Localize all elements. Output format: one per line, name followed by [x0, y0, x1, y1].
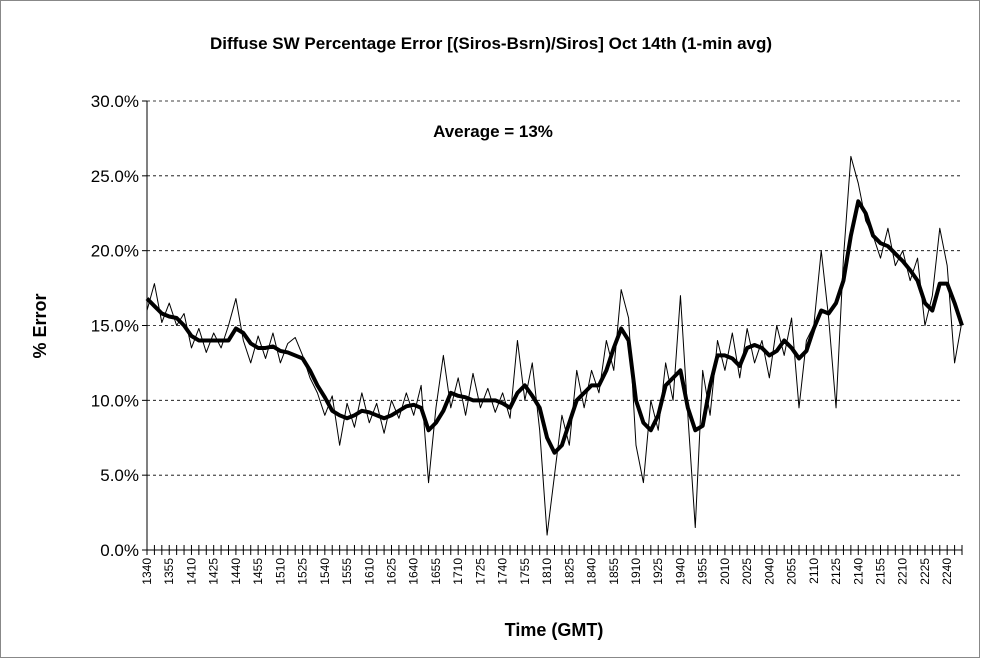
x-tick-label: 1340	[140, 558, 154, 585]
x-tick-label: 1810	[540, 558, 554, 585]
x-tick-label: 1525	[296, 558, 310, 585]
x-tick-label: 1855	[607, 558, 621, 585]
chart-title: Diffuse SW Percentage Error [(Siros-Bsrn…	[210, 34, 772, 53]
x-tick-label: 2055	[785, 558, 799, 585]
x-tick-label: 2140	[851, 558, 865, 585]
x-tick-label: 2210	[896, 558, 910, 585]
series-line	[146, 155, 963, 536]
x-tick-label: 1710	[451, 558, 465, 585]
x-tick-label: 2025	[740, 558, 754, 585]
x-tick-label: 1455	[251, 558, 265, 585]
x-tick-label: 1425	[207, 558, 221, 585]
x-tick-label: 1755	[518, 558, 532, 585]
x-tick-label: 1925	[651, 558, 665, 585]
x-tick-label: 2110	[807, 558, 821, 584]
x-tick-label: 2225	[918, 558, 932, 585]
x-tick-label: 1555	[340, 558, 354, 585]
x-tick-label: 1825	[562, 558, 576, 585]
x-tick-label: 1840	[585, 558, 599, 585]
y-tick-label: 15.0%	[91, 317, 139, 336]
x-tick-label: 1640	[407, 558, 421, 585]
y-tick-label: 10.0%	[91, 391, 139, 410]
x-tick-label: 2010	[718, 558, 732, 585]
y-tick-label: 25.0%	[91, 167, 139, 186]
x-tick-label: 1940	[673, 558, 687, 585]
series-line	[145, 199, 964, 455]
x-tick-label: 1355	[162, 558, 176, 585]
x-tick-label: 1510	[273, 558, 287, 585]
x-tick-label: 1610	[362, 558, 376, 585]
y-tick-label: 20.0%	[91, 242, 139, 261]
x-tick-label: 2240	[940, 558, 954, 585]
x-tick-label: 1540	[318, 558, 332, 585]
x-axis-label: Time (GMT)	[505, 620, 604, 640]
y-tick-label: 0.0%	[100, 541, 139, 560]
x-tick-label: 2155	[874, 558, 888, 585]
x-tick-label: 1955	[696, 558, 710, 585]
x-tick-label: 1625	[385, 558, 399, 585]
x-tick-label: 1410	[184, 558, 198, 585]
annotation: Average = 13%	[433, 122, 553, 141]
x-tick-label: 1725	[473, 558, 487, 585]
y-tick-label: 5.0%	[100, 466, 139, 485]
x-tick-label: 1910	[629, 558, 643, 585]
y-axis-label: % Error	[30, 293, 50, 358]
x-tick-label: 1740	[496, 558, 510, 585]
x-tick-label: 2040	[762, 558, 776, 585]
y-tick-label: 30.0%	[91, 92, 139, 111]
x-tick-label: 2125	[829, 558, 843, 585]
x-tick-label: 1440	[229, 558, 243, 585]
x-tick-label: 1655	[429, 558, 443, 585]
